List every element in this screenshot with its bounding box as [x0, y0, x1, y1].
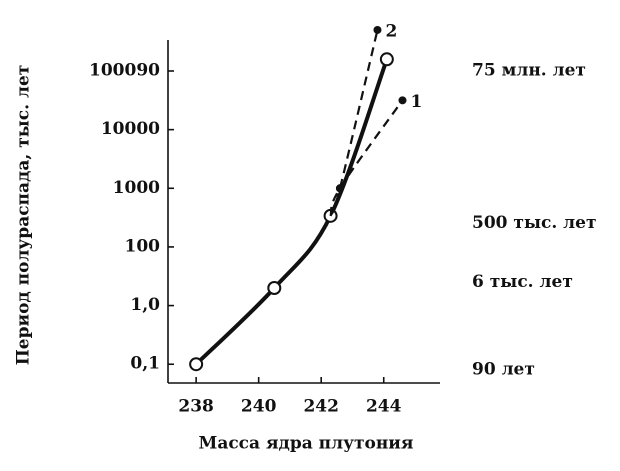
annotation: 6 тыс. лет [472, 272, 573, 292]
x-axis-label: Масса ядра плутония [199, 434, 414, 454]
annotation: 500 тыс. лет [472, 213, 597, 233]
y-tick-label: 1000 [113, 178, 160, 198]
y-tick-label: 100 [125, 236, 161, 256]
point [335, 184, 344, 193]
x-tick-label: 240 [241, 397, 277, 417]
point [267, 280, 282, 295]
annotation: 90 лет [472, 360, 535, 380]
x-tick-label: 244 [366, 397, 402, 417]
y-axis-label: Период полураспада, тыс. лет [14, 65, 34, 366]
y-tick-label: 10000 [101, 119, 160, 139]
y-tick-label: 0,1 [130, 354, 160, 374]
point [379, 52, 394, 67]
annotation: 75 млн. лет [472, 60, 586, 80]
point [373, 25, 382, 34]
series-line [194, 58, 389, 366]
series-label: 2 [385, 21, 397, 41]
x-tick-label: 242 [303, 397, 339, 417]
x-tick-label: 238 [178, 397, 214, 417]
series-line [329, 29, 379, 217]
point [398, 96, 407, 105]
point [189, 357, 204, 372]
series-label: 1 [410, 92, 422, 112]
y-tick-label: 1,0 [130, 295, 160, 315]
y-tick-label: 100090 [89, 60, 160, 80]
